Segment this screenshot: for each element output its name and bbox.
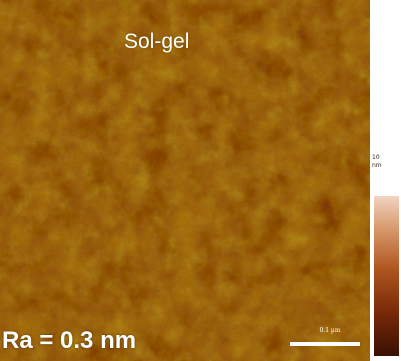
- roughness-label: Ra = 0.3 nm: [2, 327, 137, 354]
- afm-surface-texture: [0, 0, 370, 361]
- height-colorbar: [374, 196, 399, 356]
- scale-bar-label: 0.1 µm: [319, 327, 341, 334]
- colorbar-top-label: 10: [372, 154, 380, 161]
- afm-height-image: [0, 0, 370, 361]
- colorbar-unit-label: nm: [372, 162, 382, 169]
- scale-bar: [290, 342, 360, 346]
- panel-label: Sol-gel: [124, 30, 190, 53]
